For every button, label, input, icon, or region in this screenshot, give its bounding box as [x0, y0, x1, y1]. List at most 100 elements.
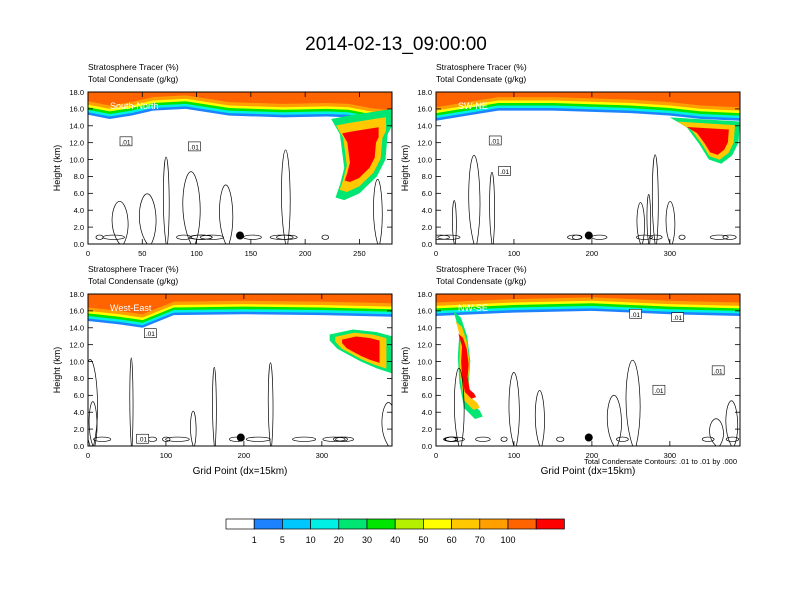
intrusion-core: [458, 333, 477, 399]
y-tick-label: 0.0: [74, 240, 84, 249]
contour-label-box: [652, 384, 666, 395]
condensate-contour: [381, 402, 392, 446]
plot-frame: [87, 91, 393, 245]
y-tick-label: 4.0: [74, 408, 84, 417]
condensate-contour: [139, 193, 157, 244]
plot-area: [88, 294, 392, 446]
condensate-contour: [636, 234, 653, 240]
tracer-band: [436, 92, 740, 108]
location-marker: [236, 231, 244, 240]
plot-frame: [87, 293, 393, 447]
condensate-contour: [722, 234, 737, 240]
colorbar-cell: [282, 518, 311, 530]
condensate-contour: [452, 200, 457, 244]
colorbar-label: 60: [447, 535, 457, 545]
contour-label: .01: [138, 437, 147, 444]
contour-label-box: [671, 312, 684, 322]
contour-label: .01: [673, 315, 682, 322]
y-tick-label: 18.0: [417, 290, 432, 299]
y-tick-label: 12.0: [69, 340, 84, 349]
condensate-contour: [267, 362, 274, 446]
condensate-contour: [373, 178, 383, 244]
condensate-contour: [646, 194, 652, 244]
panel-west-east: 0 100 200 300 0.0 2.0 4.0 6.0 8.0 10.0 12.0 14.0 16.…: [52, 264, 393, 477]
y-tick-label: 8.0: [422, 374, 432, 383]
subtitle-line2: Total Condensate (g/kg): [436, 74, 526, 84]
contour-label-box: [188, 141, 201, 152]
contour-label-box: [144, 328, 157, 338]
subtitle-line1: Stratosphere Tracer (%): [436, 264, 527, 274]
y-tick-label: 10.0: [69, 155, 84, 164]
contour-label: .01: [190, 144, 199, 151]
contour-label: .01: [714, 368, 723, 375]
condensate-contour: [245, 436, 271, 442]
condensate-contour: [636, 202, 645, 244]
y-tick-label: 4.0: [74, 206, 84, 215]
condensate-contour: [322, 436, 346, 442]
y-tick-label: 2.0: [74, 223, 84, 232]
y-axis-label: Height (km): [52, 145, 62, 192]
y-tick-label: 12.0: [69, 138, 84, 147]
colorbar-label: 50: [418, 535, 428, 545]
contour-label-box: [498, 166, 511, 176]
y-axis-label: Height (km): [400, 145, 410, 192]
y-tick-label: 16.0: [417, 105, 432, 114]
y-tick-label: 4.0: [422, 206, 432, 215]
y-tick-label: 10.0: [417, 357, 432, 366]
y-axis-label: Height (km): [52, 347, 62, 394]
condensate-contour: [269, 234, 294, 240]
y-tick-label: 12.0: [417, 340, 432, 349]
plot-background: [436, 294, 740, 446]
x-tick-label: 200: [299, 249, 312, 258]
panels: 0 50 100 150 200 250 0.0 2.0 4.0 6.0 8.0 10.0 12.0 14…: [52, 62, 741, 477]
condensate-contour: [508, 372, 520, 446]
subtitle-line1: Stratosphere Tracer (%): [436, 62, 527, 72]
condensate-contour: [606, 394, 622, 446]
x-tick-label: 150: [245, 249, 258, 258]
condensate-contour: [199, 234, 224, 240]
colorbar-label: 70: [475, 535, 485, 545]
condensate-contour: [335, 436, 354, 442]
subtitle-line1: Stratosphere Tracer (%): [88, 264, 179, 274]
y-tick-label: 16.0: [69, 105, 84, 114]
y-tick-label: 6.0: [74, 391, 84, 400]
x-tick-label: 300: [664, 451, 677, 460]
colorbar-label: 10: [306, 535, 316, 545]
condensate-contour: [219, 184, 234, 244]
subtitle-line2: Total Condensate (g/kg): [88, 276, 178, 286]
x-tick-label: 300: [664, 249, 677, 258]
intrusion-core: [686, 127, 729, 155]
y-tick-label: 6.0: [74, 189, 84, 198]
contour-label: .01: [500, 169, 509, 176]
condensate-contour: [162, 156, 170, 244]
colorbar-cell: [338, 518, 368, 530]
y-tick-label: 14.0: [417, 324, 432, 333]
condensate-contour: [489, 171, 495, 244]
intrusion-core: [342, 336, 380, 363]
contour-label: .01: [491, 138, 500, 145]
condensate-contour: [500, 436, 508, 442]
condensate-contour: [556, 436, 565, 442]
colorbar-label: 20: [334, 535, 344, 545]
subtitle-line2: Total Condensate (g/kg): [88, 74, 178, 84]
contour-label-box: [629, 308, 642, 319]
condensate-contour: [468, 155, 481, 244]
colorbar-label: 30: [362, 535, 372, 545]
x-tick-label: 300: [316, 451, 329, 460]
y-tick-label: 0.0: [422, 442, 432, 451]
contour-label: .01: [654, 388, 663, 395]
colorbar-cell: [225, 518, 255, 530]
location-marker: [236, 433, 245, 442]
y-tick-label: 6.0: [422, 391, 432, 400]
x-tick-label: 200: [586, 451, 599, 460]
contour-label-box: [119, 136, 133, 147]
colorbar-cell: [423, 518, 452, 530]
y-tick-label: 8.0: [74, 172, 84, 181]
colorbar-cell: [253, 518, 283, 530]
y-tick-label: 8.0: [74, 374, 84, 383]
condensate-contour: [321, 234, 330, 240]
condensate-contour: [571, 234, 583, 240]
x-tick-label: 200: [586, 249, 599, 258]
contour-label: .01: [121, 139, 130, 146]
